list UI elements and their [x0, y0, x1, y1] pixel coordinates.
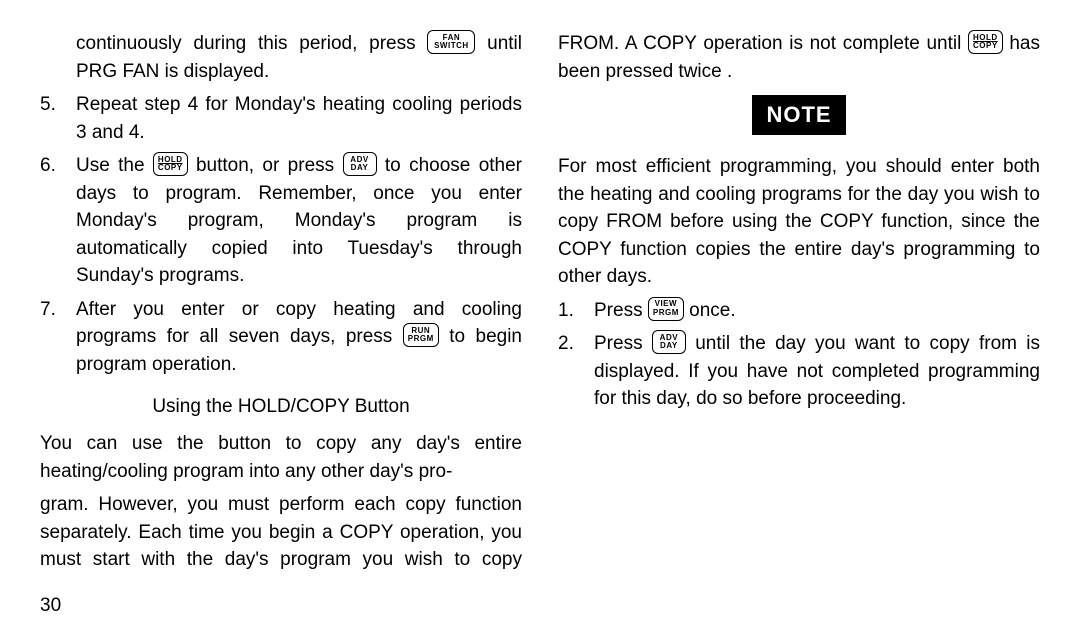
step-1: 1. Press VIEW PRGM once.	[558, 297, 1040, 325]
button-line2: DAY	[351, 164, 369, 172]
button-line2: PRGM	[653, 309, 679, 317]
view-prgm-button-icon: VIEW PRGM	[648, 297, 684, 321]
step-5: 5. Repeat step 4 for Monday's heating co…	[40, 91, 522, 146]
efficient-programming-para: For most efficient programming, you shou…	[558, 153, 1040, 291]
text: once.	[689, 300, 735, 321]
button-line2: DAY	[660, 342, 678, 350]
step-number: 5.	[40, 91, 64, 146]
step-2: 2. Press ADV DAY until the day you want …	[558, 330, 1040, 413]
note-badge-wrap: NOTE	[558, 95, 1040, 135]
step-body: After you enter or copy heating and cool…	[76, 296, 522, 379]
page-number: 30	[40, 592, 1040, 620]
hold-copy-button-icon: HOLD COPY	[968, 30, 1003, 54]
hold-copy-intro-para: You can use the button to copy any day's…	[40, 430, 522, 485]
step-number: 2.	[558, 330, 582, 413]
step-body: Press ADV DAY until the day you want to …	[594, 330, 1040, 413]
adv-day-button-icon: ADV DAY	[343, 152, 377, 176]
step-body: Press VIEW PRGM once.	[594, 297, 1040, 325]
fan-switch-button-icon: FAN SWITCH	[427, 30, 475, 54]
step-7: 7. After you enter or copy heating and c…	[40, 296, 522, 379]
section-heading-hold-copy: Using the HOLD/COPY Button	[40, 393, 522, 421]
step-number: 1.	[558, 297, 582, 325]
button-line2: COPY	[973, 42, 998, 50]
run-prgm-button-icon: RUN PRGM	[403, 323, 439, 347]
step-body: Use the HOLD COPY button, or press ADV D…	[76, 152, 522, 290]
button-line2: COPY	[158, 164, 183, 172]
manual-page: continuously during this period, press F…	[0, 0, 1080, 623]
text: Press	[594, 300, 648, 321]
step-6: 6. Use the HOLD COPY button, or press AD…	[40, 152, 522, 290]
step-number: 7.	[40, 296, 64, 379]
button-line2: PRGM	[408, 335, 434, 343]
two-column-layout: continuously during this period, press F…	[40, 30, 1040, 590]
text: Use the	[76, 155, 153, 176]
text: Press	[594, 333, 652, 354]
text: continuously during this period, press	[76, 33, 427, 54]
text: button, or press	[196, 155, 343, 176]
hold-copy-button-icon: HOLD COPY	[153, 152, 188, 176]
continued-para-fan: continuously during this period, press F…	[40, 30, 522, 85]
step-number: 6.	[40, 152, 64, 290]
adv-day-button-icon: ADV DAY	[652, 330, 686, 354]
button-line2: SWITCH	[434, 42, 469, 50]
step-body: Repeat step 4 for Monday's heating cooli…	[76, 91, 522, 146]
note-badge: NOTE	[752, 95, 845, 135]
